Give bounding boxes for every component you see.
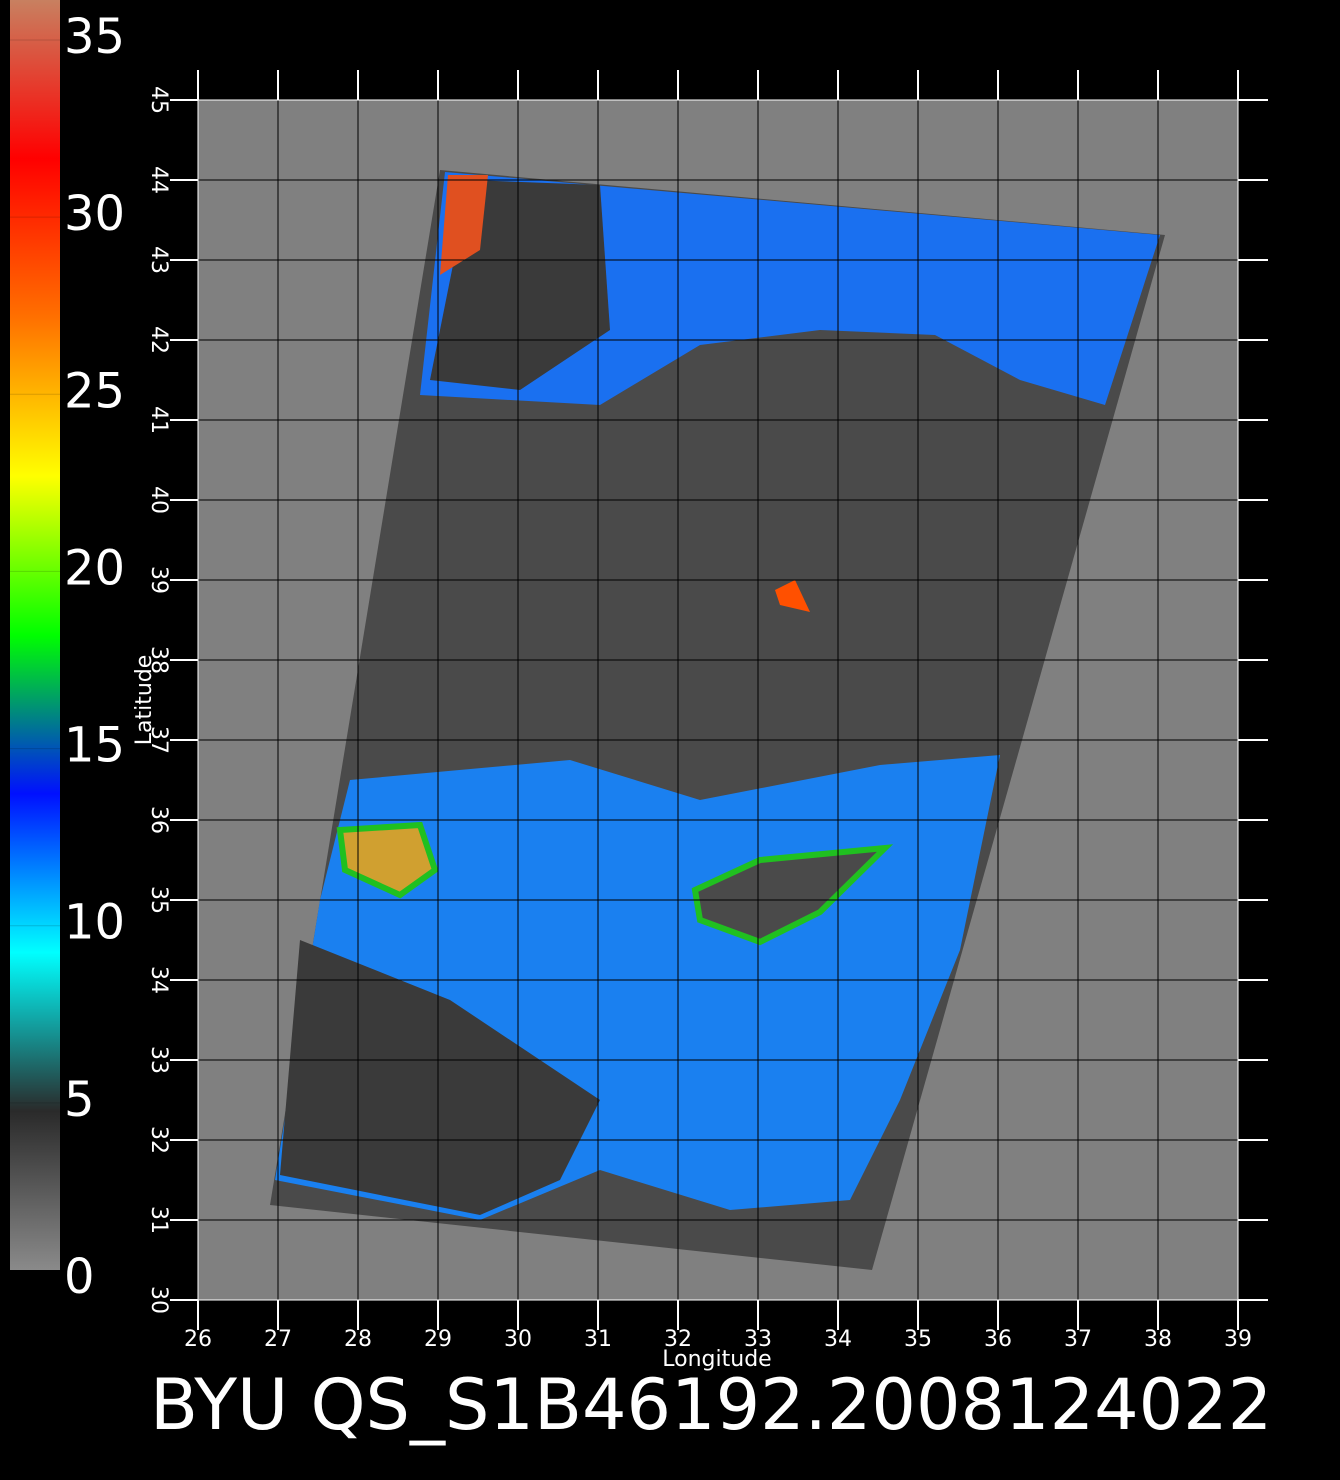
x-tick-label: 37 (1064, 1327, 1092, 1352)
colorbar-label: 25 (64, 363, 125, 419)
x-tick-label: 36 (984, 1327, 1012, 1352)
y-axis-label: Latitude (132, 655, 157, 746)
colorbar-label: 5 (64, 1072, 95, 1128)
x-tick-label: 28 (344, 1327, 372, 1352)
land-patch (280, 940, 600, 1215)
lake-patch (775, 580, 810, 612)
y-tick-label: 43 (146, 246, 171, 274)
y-tick-label: 34 (146, 966, 171, 994)
x-tick-label: 33 (744, 1327, 772, 1352)
y-tick-label: 37 (146, 726, 171, 754)
black-sea-winds (420, 172, 1160, 405)
x-tick-label: 30 (504, 1327, 532, 1352)
x-tick-label: 34 (824, 1327, 852, 1352)
coast-patch (440, 175, 488, 275)
x-axis-label: Longitude (662, 1347, 771, 1372)
colorbar-label: 35 (64, 9, 125, 65)
y-tick-label: 30 (146, 1286, 171, 1314)
colorbar-label: 20 (64, 540, 125, 596)
colorbar (10, 0, 60, 1270)
colorbar-label: 15 (64, 718, 125, 774)
y-tick-label: 33 (146, 1046, 171, 1074)
colorbar-label: 30 (64, 186, 125, 242)
x-tick-label: 39 (1224, 1327, 1252, 1352)
title: BYU QS_S1B46192.2008124022 (150, 1364, 1272, 1446)
plot-frame (197, 99, 1239, 1301)
y-tick-label: 31 (146, 1206, 171, 1234)
y-tick-label: 35 (146, 886, 171, 914)
x-tick-label: 26 (184, 1327, 212, 1352)
y-tick-label: 36 (146, 806, 171, 834)
rhodes (336, 821, 439, 899)
y-tick-label: 38 (146, 646, 171, 674)
x-tick-label: 31 (584, 1327, 612, 1352)
x-tick-label: 27 (264, 1327, 292, 1352)
x-tick-label: 32 (664, 1327, 692, 1352)
y-tick-label: 39 (146, 566, 171, 594)
x-tick-label: 38 (1144, 1327, 1172, 1352)
y-tick-label: 40 (146, 486, 171, 514)
x-tick-label: 29 (424, 1327, 452, 1352)
y-tick-label: 32 (146, 1126, 171, 1154)
y-tick-label: 45 (146, 86, 171, 114)
y-tick-label: 42 (146, 326, 171, 354)
colorbar-label: 10 (64, 895, 125, 951)
y-tick-label: 44 (146, 166, 171, 194)
x-tick-label: 35 (904, 1327, 932, 1352)
colorbar-label: 0 (64, 1249, 95, 1305)
y-tick-label: 41 (146, 406, 171, 434)
